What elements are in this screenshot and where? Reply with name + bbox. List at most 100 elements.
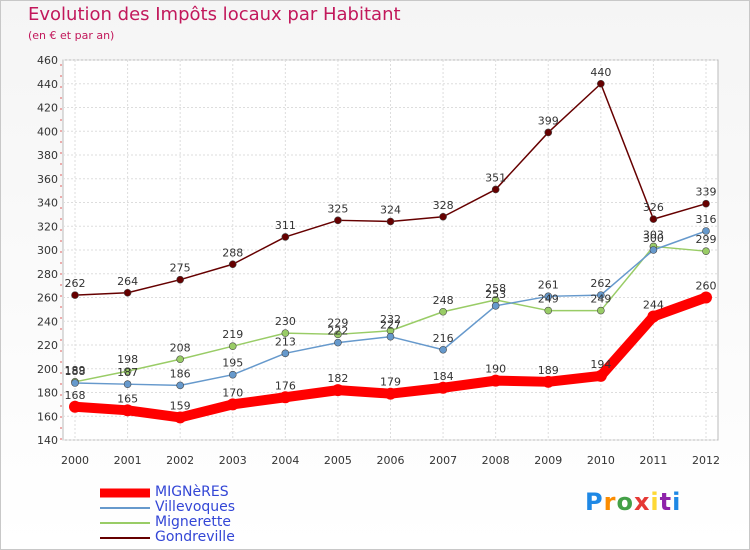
data-label: 186 (170, 367, 191, 380)
data-label: 328 (433, 199, 454, 212)
data-point (647, 310, 660, 323)
x-tick-label: 2004 (271, 454, 299, 467)
data-label: 248 (433, 294, 454, 307)
logo-letter: i (650, 488, 660, 516)
x-tick-label: 2010 (587, 454, 615, 467)
data-label: 258 (485, 282, 506, 295)
data-point (439, 212, 447, 221)
logo-letter: t (659, 488, 673, 516)
data-label: 275 (170, 262, 191, 275)
data-label: 262 (65, 277, 86, 290)
data-label: 249 (590, 293, 611, 306)
y-tick-label: 200 (37, 363, 58, 376)
data-point (491, 302, 500, 310)
data-label: 311 (275, 219, 296, 232)
data-point (226, 398, 239, 411)
data-label: 189 (538, 364, 559, 377)
logo-letter: o (616, 488, 634, 516)
data-point (386, 332, 395, 341)
data-point (700, 291, 712, 304)
x-tick-label: 2009 (534, 454, 562, 467)
data-point (437, 381, 450, 394)
data-point (123, 288, 132, 297)
data-point (334, 338, 342, 347)
data-label: 219 (222, 328, 243, 341)
data-point (71, 291, 79, 299)
data-point (439, 345, 447, 354)
x-tick-label: 2012 (692, 454, 720, 467)
data-label: 227 (380, 319, 401, 332)
data-label: 326 (643, 201, 664, 214)
legend-label: MIGNèRES (155, 484, 229, 500)
y-tick-label: 400 (37, 125, 58, 138)
data-point (542, 375, 555, 388)
data-point (334, 330, 342, 339)
data-point (544, 128, 553, 137)
x-tick-label: 2003 (219, 454, 247, 467)
data-point (228, 260, 237, 269)
data-point (334, 216, 342, 225)
x-tick-label: 2008 (482, 454, 510, 467)
data-label: 316 (696, 213, 717, 226)
data-label: 253 (485, 288, 506, 301)
data-label: 232 (380, 313, 401, 326)
data-label: 189 (65, 364, 86, 377)
data-point (123, 367, 132, 375)
legend-label: Villevoques (155, 499, 236, 515)
data-label: 324 (380, 204, 401, 217)
x-tick-label: 2007 (429, 454, 457, 467)
data-label: 188 (65, 365, 86, 378)
x-tick-label: 2006 (377, 454, 405, 467)
data-point (281, 329, 290, 337)
data-label: 229 (327, 316, 348, 329)
data-point (176, 355, 184, 364)
data-label: 170 (222, 386, 243, 399)
data-point (649, 215, 658, 223)
data-label: 208 (170, 341, 191, 354)
data-point (544, 292, 553, 301)
data-point (702, 247, 710, 255)
data-label: 303 (643, 228, 664, 241)
y-tick-label: 240 (37, 315, 58, 328)
data-point (489, 374, 502, 387)
data-point (123, 380, 132, 388)
data-label: 339 (696, 186, 717, 199)
y-tick-label: 320 (37, 220, 58, 233)
y-tick-label: 220 (37, 339, 58, 352)
logo-letter: P (585, 488, 604, 516)
data-label: 176 (275, 379, 296, 392)
data-label: 216 (433, 332, 454, 345)
data-point (386, 217, 395, 226)
x-tick-label: 2005 (324, 454, 352, 467)
y-tick-label: 420 (37, 102, 58, 115)
data-point (544, 306, 553, 315)
data-point (71, 379, 79, 387)
data-label: 264 (117, 275, 138, 288)
data-point (331, 384, 344, 397)
chart-subtitle: (en € et par an) (28, 29, 115, 42)
data-label: 244 (643, 299, 664, 312)
data-point (69, 400, 81, 413)
data-label: 190 (485, 363, 506, 376)
y-tick-label: 360 (37, 173, 58, 186)
legend-label: Mignerette (155, 514, 231, 530)
y-tick-label: 440 (37, 78, 58, 91)
x-tick-label: 2011 (639, 454, 667, 467)
data-label: 168 (65, 389, 86, 402)
logo-letter: x (633, 488, 651, 516)
data-point (597, 306, 605, 315)
data-label: 213 (275, 335, 296, 348)
data-label: 230 (275, 315, 296, 328)
data-label: 249 (538, 293, 559, 306)
data-point (439, 307, 447, 316)
data-point (174, 411, 187, 424)
data-label: 159 (170, 399, 191, 412)
data-label: 260 (696, 280, 717, 293)
data-label: 261 (538, 278, 559, 291)
data-label: 198 (117, 353, 138, 366)
y-tick-label: 140 (37, 434, 58, 447)
data-point (279, 391, 292, 404)
y-tick-label: 160 (37, 410, 58, 423)
data-point (176, 381, 184, 390)
data-point (281, 349, 290, 358)
